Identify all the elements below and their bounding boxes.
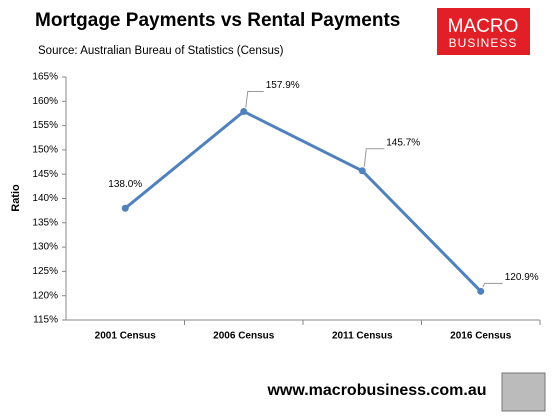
y-tick-label: 160% [32, 96, 58, 107]
leader-line [363, 148, 385, 167]
y-tick-label: 150% [32, 145, 58, 156]
chart-title: Mortgage Payments vs Rental Payments [35, 10, 400, 31]
y-tick-label: 155% [32, 120, 58, 131]
point [240, 108, 248, 116]
data-label: 138.0% [108, 179, 142, 190]
data-label: 145.7% [386, 137, 420, 148]
leader-line [245, 91, 264, 108]
x-tick-label: 2011 Census [332, 331, 393, 342]
y-tick-label: 165% [32, 72, 58, 83]
logo-bottom: BUSINESS [449, 36, 518, 50]
point [358, 167, 366, 175]
line [124, 109, 482, 293]
y-tick-label: 120% [32, 290, 58, 301]
y-tick-label: 135% [32, 217, 58, 228]
x-tick-label: 2016 Census [450, 331, 512, 342]
x-tick-label: 2001 Census [95, 331, 157, 342]
chart-subtitle: Source: Australian Bureau of Statistics … [38, 45, 284, 57]
y-tick-label: 145% [32, 169, 58, 180]
logo-box [437, 8, 530, 55]
data-label: 120.9% [505, 272, 539, 283]
y-tick-label: 125% [32, 266, 58, 277]
y-axis-label: Ratio [10, 184, 22, 212]
wolf-icon [501, 372, 546, 412]
leader-line [482, 282, 503, 288]
point [477, 287, 485, 295]
y-tick-label: 115% [33, 315, 58, 326]
footer: www.macrobusiness.com.au [266, 382, 486, 399]
y-tick-label: 140% [32, 193, 58, 204]
x-tick-label: 2006 Census [213, 331, 275, 342]
y-tick-label: 130% [32, 242, 58, 253]
logo-top: MACRO [448, 16, 519, 37]
data-label: 157.9% [266, 80, 300, 91]
point [121, 204, 129, 212]
